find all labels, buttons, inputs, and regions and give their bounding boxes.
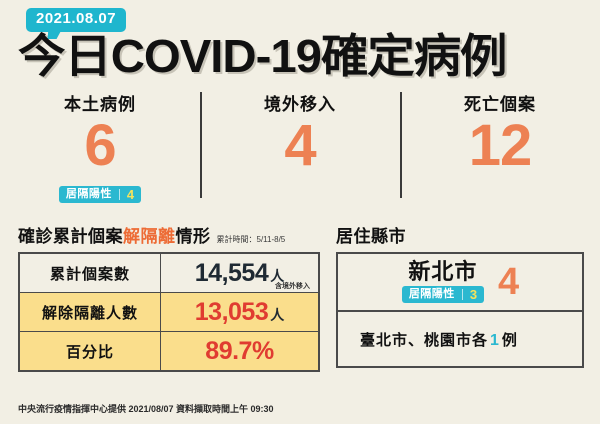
cumulative-cases-table: 累計個案數 14,554 人 含境外移入 解除隔離人數 13,053 人 百分比 <box>18 252 320 372</box>
row-label: 累計個案數 <box>18 252 161 293</box>
stat-label: 死亡個案 <box>464 95 536 114</box>
row-unit: 人 <box>270 267 285 284</box>
residence-city-heading: 居住縣市 <box>336 222 584 247</box>
stat-label: 本土病例 <box>64 95 136 114</box>
quarantine-positive-badge: 居隔陽性 4 <box>58 186 142 203</box>
page-title: 今日COVID-19確定病例 <box>18 30 507 82</box>
row-value-cell: 13,053 人 <box>160 292 320 332</box>
stat-column-imported-cases: 境外移入 4 <box>200 88 400 206</box>
other-cities-count: 1 <box>490 331 500 349</box>
stats-row: 本土病例 6 居隔陽性 4 境外移入 4 死亡個案 12 <box>0 88 600 206</box>
row-value: 89.7% <box>205 336 274 365</box>
cumulative-cases-heading: 確診累計個案 解隔離 情形 累計時間：5/11-8/5 <box>18 222 320 247</box>
row-value-cell: 89.7% <box>160 331 320 372</box>
residence-city-block: 居住縣市 新北市 居隔陽性 3 4 臺北市 <box>336 222 584 368</box>
row-unit: 人 <box>270 306 285 323</box>
cumulative-period-note: 累計時間：5/11-8/5 <box>216 235 286 244</box>
quarantine-positive-value: 4 <box>126 187 135 202</box>
heading-text: 居住縣市 <box>336 227 406 246</box>
row-subnote: 含境外移入 <box>275 283 310 290</box>
stat-value: 4 <box>284 113 316 178</box>
stat-column-deaths: 死亡個案 12 <box>400 88 600 206</box>
quarantine-positive-value: 3 <box>469 287 478 302</box>
stat-pill-holder: 居隔陽性 4 <box>0 186 200 203</box>
heading-part-highlight: 解隔離 <box>123 227 176 246</box>
quarantine-positive-label: 居隔陽性 <box>65 188 112 200</box>
heading-part-pre: 確診累計個案 <box>18 227 123 246</box>
pill-divider-icon <box>461 289 463 300</box>
cumulative-cases-block: 確診累計個案 解隔離 情形 累計時間：5/11-8/5 累計個案數 14,554 人 … <box>18 222 320 372</box>
quarantine-positive-badge: 居隔陽性 3 <box>401 286 485 303</box>
lower-section: 確診累計個案 解隔離 情形 累計時間：5/11-8/5 累計個案數 14,554 人 … <box>0 222 600 394</box>
city-case-count: 4 <box>498 261 519 303</box>
row-value: 14,554 <box>194 258 269 287</box>
other-cities-unit: 例 <box>501 331 518 349</box>
table-row: 累計個案數 14,554 人 含境外移入 <box>18 252 320 293</box>
stat-label: 境外移入 <box>264 95 336 114</box>
date-badge: 2021.08.07 <box>26 8 127 32</box>
city-name-stack: 新北市 居隔陽性 3 <box>401 259 485 303</box>
table-row: 解除隔離人數 13,053 人 <box>18 292 320 332</box>
residence-city-box: 新北市 居隔陽性 3 4 臺北市、桃園市各 1 例 <box>336 252 584 368</box>
source-footer: 中央流行疫情指揮中心提供 2021/08/07 資料擷取時間上午 09:30 <box>18 404 274 414</box>
table-row: 百分比 89.7% <box>18 331 320 372</box>
other-cities-text: 臺北市、桃園市各 <box>360 331 489 349</box>
stat-value: 12 <box>468 113 533 178</box>
quarantine-positive-label: 居隔陽性 <box>408 288 455 300</box>
row-value: 13,053 <box>194 297 269 326</box>
date-badge-container: 2021.08.07 <box>26 8 127 39</box>
row-value-cell: 14,554 人 含境外移入 <box>160 252 320 293</box>
row-label: 百分比 <box>18 331 161 372</box>
residence-city-primary-row: 新北市 居隔陽性 3 4 <box>338 254 582 312</box>
row-label: 解除隔離人數 <box>18 292 161 332</box>
other-cities-line: 臺北市、桃園市各 1 例 <box>360 329 518 350</box>
city-name: 新北市 <box>408 259 478 284</box>
pill-divider-icon <box>118 189 120 200</box>
stat-value: 6 <box>84 113 116 178</box>
residence-city-other-row: 臺北市、桃園市各 1 例 <box>338 312 582 366</box>
stat-column-local-cases: 本土病例 6 居隔陽性 4 <box>0 88 200 206</box>
heading-part-post: 情形 <box>175 227 211 246</box>
